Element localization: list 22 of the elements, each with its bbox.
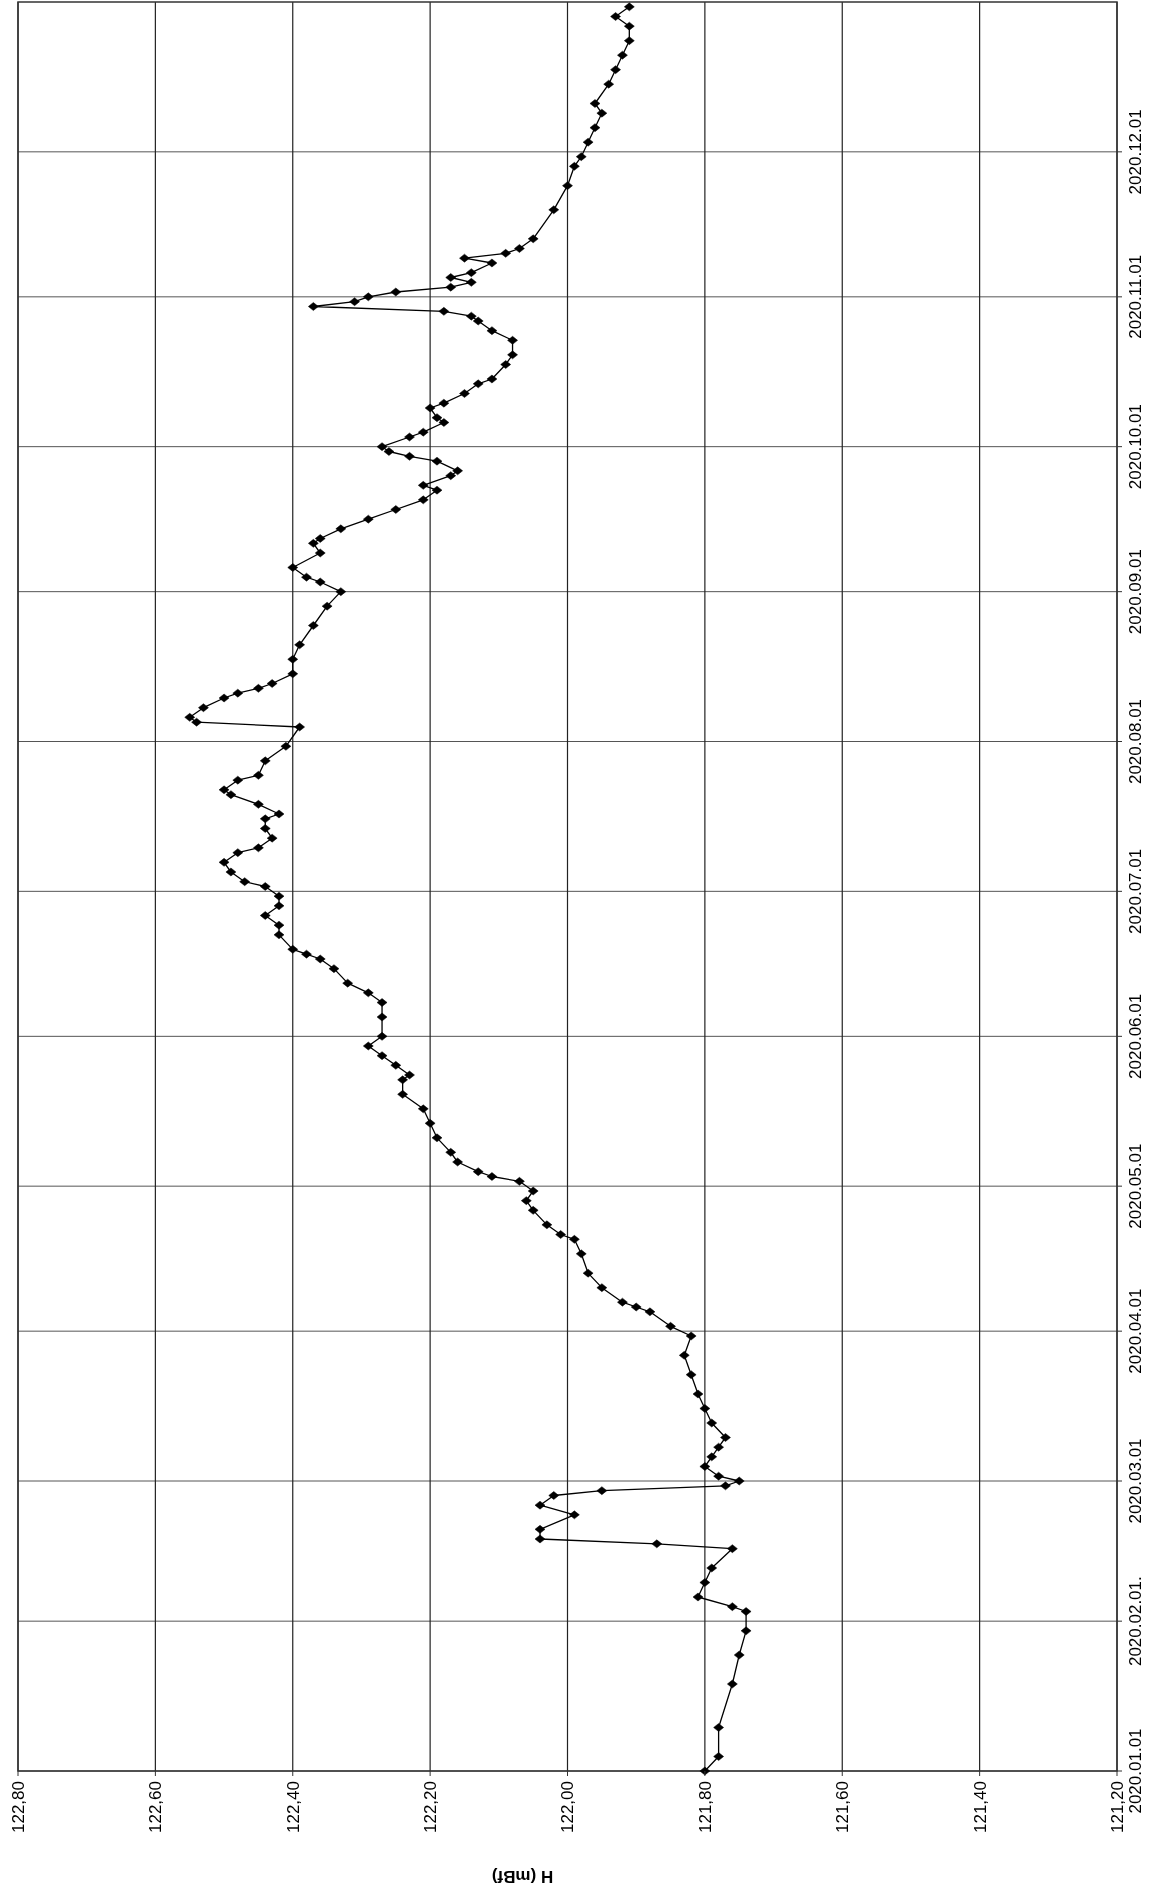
y-tick-label: 2020.03.01	[1126, 1438, 1145, 1524]
y-tick-label: 2020.11.01	[1126, 254, 1145, 339]
y-tick-label: 2020.04.01	[1126, 1288, 1145, 1374]
y-tick-label: 2020.08.01	[1126, 698, 1145, 785]
y-tick-label: 2020.02.01.	[1126, 1576, 1145, 1667]
y-tick-label: 2020.12.01	[1126, 109, 1145, 195]
x-tick-label: 121,60	[833, 1781, 853, 1833]
y-tick-label: 2020.06.01	[1126, 993, 1145, 1079]
x-tick-label: 122,20	[421, 1781, 441, 1833]
x-tick-label: 122,40	[283, 1781, 303, 1833]
y-tick-label: 2020.10.01	[1126, 404, 1145, 490]
y-tick-label: 2020.07.01	[1126, 848, 1145, 934]
x-tick-label: 122,60	[146, 1781, 166, 1833]
x-tick-label: 122,80	[8, 1781, 28, 1833]
x-tick-label: 122,00	[558, 1781, 578, 1833]
x-tick-label: 121,40	[970, 1781, 990, 1833]
x-tick-label: 121,80	[695, 1781, 715, 1833]
y-tick-label: 2020.01.01	[1126, 1728, 1145, 1814]
x-axis-title: H (mBf)	[491, 1867, 554, 1886]
y-tick-label: 2020.09.01	[1126, 549, 1145, 635]
y-tick-label: 2020.05.01	[1126, 1143, 1145, 1229]
x-tick-label: 121,20	[1107, 1781, 1127, 1833]
